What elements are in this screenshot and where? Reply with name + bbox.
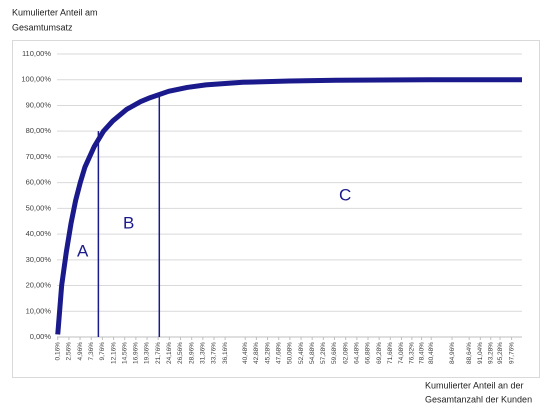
y-tick-label: 0,00% (30, 332, 52, 341)
x-tick-label: 14,56% (121, 342, 128, 364)
x-tick-label: 21,76% (155, 342, 162, 364)
x-tick-label: 4,96% (77, 342, 84, 361)
y-tick-label: 60,00% (26, 178, 52, 187)
curve (55, 77, 522, 335)
x-tick-label: 50,08% (287, 342, 294, 364)
x-tick-label: 24,16% (166, 342, 173, 364)
x-tick-label: 80,48% (428, 342, 435, 364)
x-tick-label: 74,08% (398, 342, 405, 364)
y-axis-title: Gesamtumsatz (12, 22, 73, 32)
x-tick-label: 9,76% (99, 342, 106, 361)
x-tick-label: 91,04% (477, 342, 484, 364)
x-tick-label: 84,96% (449, 342, 456, 364)
x-tick-label: 59,68% (331, 342, 338, 364)
x-tick-label: 97,76% (508, 342, 515, 364)
x-tick-label: 16,96% (133, 342, 140, 364)
x-tick-label: 71,68% (387, 342, 394, 364)
y-tick-label: 110,00% (22, 49, 51, 58)
y-tick-label: 90,00% (26, 100, 52, 109)
x-tick-label: 45,28% (264, 342, 271, 364)
x-tick-label: 0,16% (54, 342, 61, 361)
x-tick-label: 33,76% (211, 342, 218, 364)
x-tick-label: 42,88% (253, 342, 260, 364)
x-tick-label: 12,16% (110, 342, 117, 364)
y-axis-title: Kumulierter Anteil am (12, 7, 98, 17)
y-tick-label: 100,00% (21, 75, 51, 84)
x-tick-label: 54,88% (309, 342, 316, 364)
x-tick-label: 95,28% (497, 342, 504, 364)
y-tick-label: 50,00% (26, 203, 52, 212)
y-tick-label: 30,00% (26, 255, 52, 264)
x-tick-label: 76,32% (409, 342, 416, 364)
x-tick-label: 64,48% (354, 342, 361, 364)
x-tick-label: 66,88% (365, 342, 372, 364)
x-tick-label: 26,56% (177, 342, 184, 364)
x-tick-label: 7,36% (88, 342, 95, 361)
x-tick-label: 36,16% (222, 342, 229, 364)
x-tick-label: 69,28% (376, 342, 383, 364)
y-tick-label: 80,00% (26, 126, 52, 135)
x-tick-label: 31,36% (200, 342, 207, 364)
x-tick-label: 19,36% (144, 342, 151, 364)
x-tick-label: 47,68% (275, 342, 282, 364)
annotation: B (123, 213, 134, 232)
x-tick-label: 88,64% (466, 342, 473, 364)
y-tick-label: 70,00% (26, 152, 52, 161)
y-tick-label: 10,00% (26, 306, 52, 315)
x-tick-label: 2,56% (66, 342, 73, 361)
annotation: A (77, 241, 89, 260)
x-tick-label: 28,96% (188, 342, 195, 364)
x-tick-label: 62,08% (342, 342, 349, 364)
x-axis-title: Kumulierter Anteil an der (425, 380, 524, 390)
x-tick-label: 93,28% (487, 342, 494, 364)
x-tick-label: 52,48% (298, 342, 305, 364)
y-tick-label: 20,00% (26, 281, 52, 290)
x-tick-label: 40,48% (242, 342, 249, 364)
y-tick-label: 40,00% (26, 229, 52, 238)
x-tick-label: 57,28% (320, 342, 327, 364)
x-axis-title: Gesamtanzahl der Kunden (425, 394, 532, 404)
plot-frame (12, 40, 540, 378)
annotation: C (339, 185, 351, 204)
x-tick-label: 78,40% (418, 342, 425, 364)
